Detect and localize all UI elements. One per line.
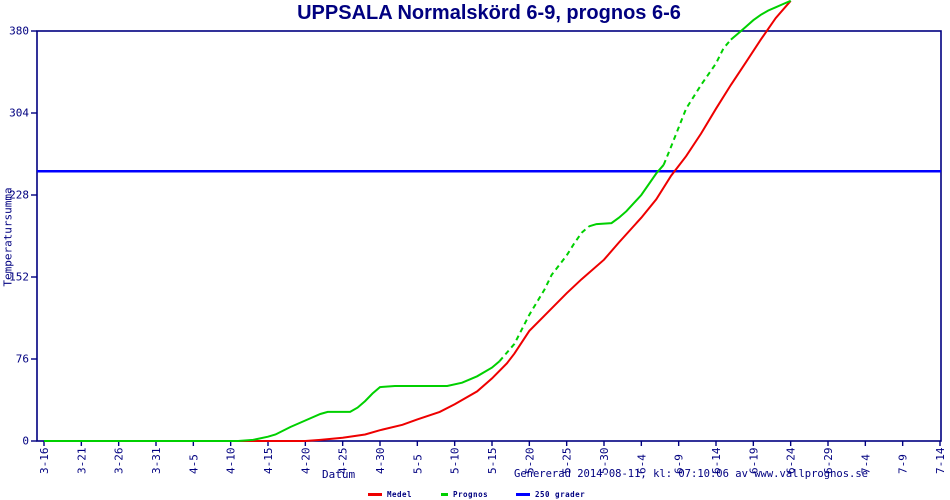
x-tick-label: 6-9 <box>673 454 686 474</box>
x-tick-label: 5-20 <box>523 448 536 475</box>
x-tick-label: 6-14 <box>710 447 723 474</box>
x-tick-label: 7-9 <box>897 454 910 474</box>
x-tick-label: 6-19 <box>747 448 760 475</box>
prognos-curve-dashed-segment <box>662 38 732 166</box>
x-tick-label: 6-24 <box>785 447 798 474</box>
y-tick-label: 304 <box>9 107 29 120</box>
y-tick-label: 0 <box>22 435 29 448</box>
prognos-curve-solid-segment <box>730 0 792 41</box>
x-tick-label: 4-20 <box>299 448 312 475</box>
x-tick-label: 5-25 <box>561 448 574 475</box>
medel-curve <box>44 0 792 442</box>
250-grader-line-swatch <box>516 492 530 496</box>
y-tick-label: 380 <box>9 25 29 38</box>
x-tick-label: 3-31 <box>150 448 163 475</box>
axis-frame <box>36 30 942 442</box>
x-tick-label: 6-4 <box>635 454 648 474</box>
chart-title: UPPSALA Normalskörd 6-9, prognos 6-6 <box>297 2 681 24</box>
x-tick-label: 4-30 <box>374 448 387 475</box>
y-tick-label: 228 <box>9 189 29 202</box>
x-tick-label: 4-25 <box>337 448 350 475</box>
x-tick-label: 3-26 <box>113 448 126 475</box>
x-tick-label: 5-10 <box>449 448 462 475</box>
legend-label-250-grader: 250 grader <box>535 489 586 499</box>
footer-text: Genererad 2014-08-11, kl: 07:10:06 av ww… <box>514 468 869 480</box>
x-tick-label: 4-15 <box>262 448 275 475</box>
x-tick-label: 4-10 <box>225 448 238 475</box>
x-tick-label: 6-29 <box>822 448 835 475</box>
prognos-curve-solid-segment <box>44 360 501 442</box>
y-axis-title-text: Temperatursumma <box>1 187 15 287</box>
legend-item-250-grader: 250 grader <box>516 488 585 500</box>
x-tick-label: 5-15 <box>486 448 499 475</box>
x-tick-label: 5-30 <box>598 448 611 475</box>
legend-item-prognos: Prognos <box>441 488 488 500</box>
prognos-curve-dashed-segment <box>498 225 590 362</box>
legend-item-medel: Medel <box>368 488 412 500</box>
x-axis-title: Datum <box>322 468 356 481</box>
x-tick-label: 7-14 <box>934 447 947 474</box>
legend: Medel Prognos 250 grader <box>0 488 950 500</box>
x-tick-label: 3-16 <box>38 448 51 475</box>
x-tick-label: 7-4 <box>859 454 872 474</box>
prognos-curve-solid-segment <box>588 164 665 228</box>
prognos-line-swatch <box>441 492 448 496</box>
medel-line-swatch <box>368 492 382 496</box>
y-tick-label: 76 <box>16 353 29 366</box>
y-tick-label: 152 <box>9 271 29 284</box>
x-tick-label: 3-21 <box>75 448 88 475</box>
legend-label-prognos: Prognos <box>453 489 489 499</box>
x-tick-label: 5-5 <box>411 454 424 474</box>
legend-label-medel: Medel <box>387 489 413 499</box>
x-tick-label: 4-5 <box>187 454 200 474</box>
